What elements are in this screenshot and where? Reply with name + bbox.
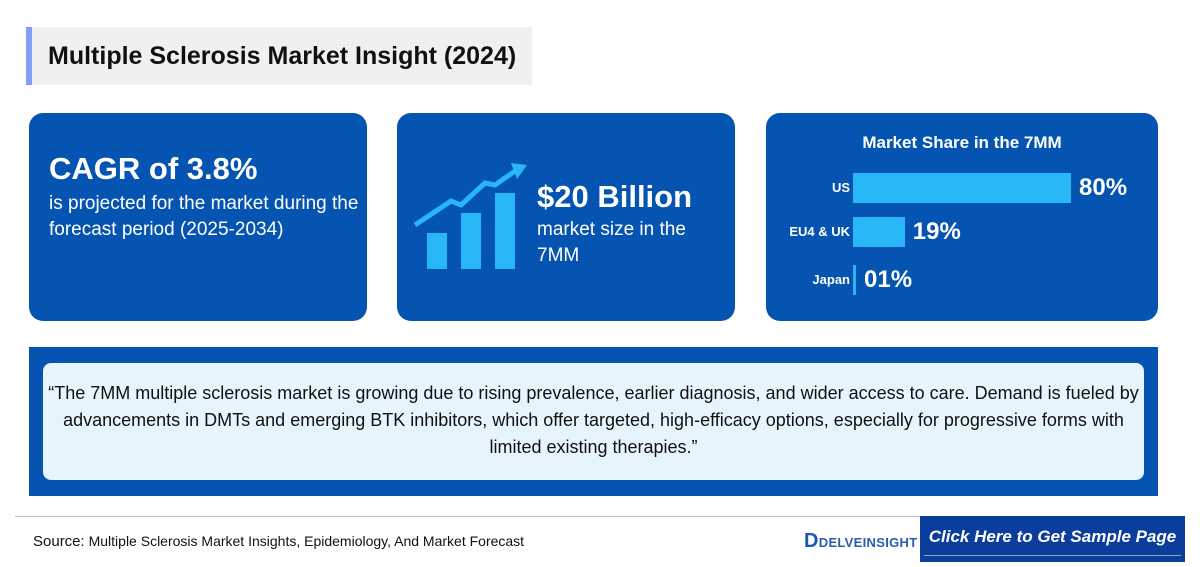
cagr-text: is projected for the market during the f… xyxy=(49,193,359,240)
market-share-card: Market Share in the 7MM US 80% EU4 & UK 1… xyxy=(766,113,1158,321)
quote-text: “The 7MM multiple sclerosis market is gr… xyxy=(43,363,1144,480)
source-text: Multiple Sclerosis Market Insights, Epid… xyxy=(88,533,525,549)
bar-label: EU4 & UK xyxy=(789,224,850,239)
bar xyxy=(853,265,856,295)
bar-row: Japan 01% xyxy=(766,265,1158,295)
bar-label: US xyxy=(831,180,850,195)
bar xyxy=(853,217,905,247)
chart-title: Market Share in the 7MM xyxy=(862,133,1062,152)
source: Source: Multiple Sclerosis Market Insigh… xyxy=(33,533,524,550)
bar-value-label: 01% xyxy=(864,266,913,293)
bar-label: Japan xyxy=(812,272,850,287)
get-sample-page-button[interactable]: Click Here to Get Sample Page xyxy=(920,516,1185,562)
divider xyxy=(15,516,1185,517)
bar-value-label: 19% xyxy=(912,218,961,245)
bar xyxy=(853,173,1071,203)
market-size-text: market size in the 7MM xyxy=(537,219,686,266)
market-size-card: $20 Billion market size in the 7MM xyxy=(397,113,735,321)
growth-chart-icon xyxy=(413,163,527,269)
market-size-value: $20 Billion xyxy=(537,179,693,214)
bar-row: US 80% xyxy=(766,173,1158,203)
delveinsight-logo[interactable]: DDELVEINSIGHT xyxy=(804,530,918,552)
cagr-card: CAGR of 3.8% is projected for the market… xyxy=(29,113,367,321)
bar-row: EU4 & UK 19% xyxy=(766,217,1158,247)
cagr-headline: CAGR of 3.8% xyxy=(49,151,258,186)
page-title: Multiple Sclerosis Market Insight (2024) xyxy=(26,27,532,85)
quote-band: “The 7MM multiple sclerosis market is gr… xyxy=(29,347,1158,496)
bar-value-label: 80% xyxy=(1079,174,1128,201)
source-label: Source: xyxy=(33,533,85,550)
